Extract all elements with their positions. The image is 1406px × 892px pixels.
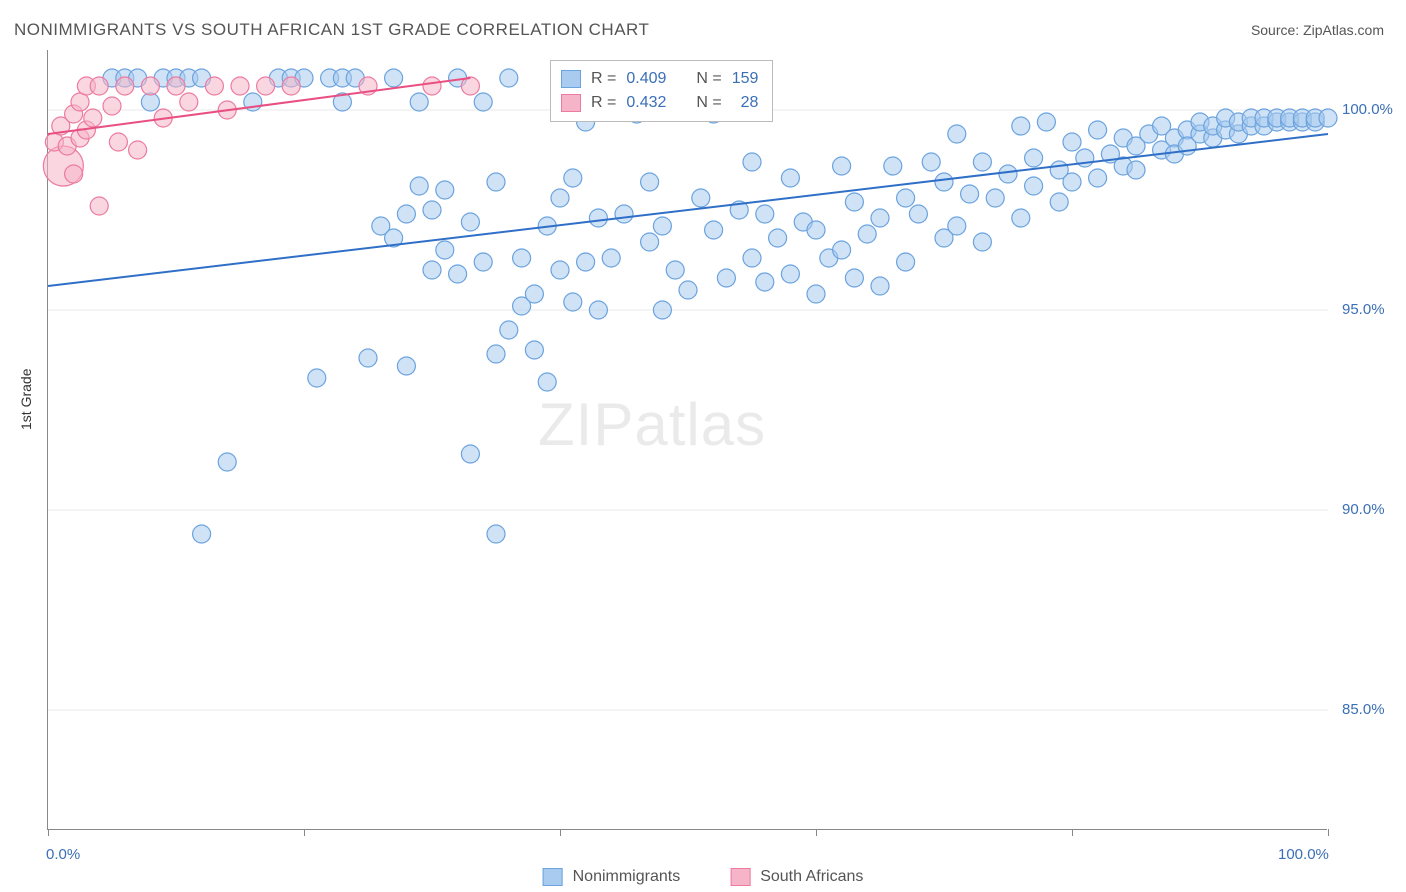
chart-title: NONIMMIGRANTS VS SOUTH AFRICAN 1ST GRADE… — [14, 20, 649, 40]
x-tick-label: 100.0% — [1278, 846, 1329, 863]
source-label: Source: ZipAtlas.com — [1251, 22, 1384, 38]
x-tick — [48, 829, 49, 836]
plot-svg — [48, 50, 1327, 829]
x-tick — [1072, 829, 1073, 836]
bottom-legend-swatch-1 — [730, 868, 750, 886]
bottom-legend-item-1: South Africans — [730, 868, 863, 886]
x-tick — [560, 829, 561, 836]
bottom-legend-item-0: Nonimmigrants — [543, 868, 681, 886]
legend-r-val-0: 0.409 — [626, 67, 666, 91]
y-tick-label: 95.0% — [1342, 301, 1406, 318]
y-tick-label: 100.0% — [1342, 101, 1406, 118]
x-tick — [816, 829, 817, 836]
chart-container: NONIMMIGRANTS VS SOUTH AFRICAN 1ST GRADE… — [0, 0, 1406, 892]
x-tick — [1328, 829, 1329, 836]
legend-n-val-0: 159 — [732, 67, 759, 91]
bottom-legend: Nonimmigrants South Africans — [543, 868, 864, 886]
legend-r-label-0: R = — [591, 67, 616, 91]
legend-n-val-1: 28 — [732, 91, 759, 115]
bottom-legend-swatch-0 — [543, 868, 563, 886]
x-tick-label: 0.0% — [46, 846, 80, 863]
bottom-legend-label-0: Nonimmigrants — [573, 868, 681, 886]
plot-area: ZIPatlas R = 0.409 N = 159 R = 0.432 N =… — [47, 50, 1327, 830]
x-tick — [304, 829, 305, 836]
legend-n-label-0: N = — [696, 67, 721, 91]
legend-row-0: R = 0.409 N = 159 — [561, 67, 758, 91]
y-axis-title: 1st Grade — [18, 369, 34, 430]
legend-r-val-1: 0.432 — [626, 91, 666, 115]
correlation-legend: R = 0.409 N = 159 R = 0.432 N = 28 — [550, 60, 773, 122]
legend-r-label-1: R = — [591, 91, 616, 115]
legend-swatch-0 — [561, 70, 581, 88]
bottom-legend-label-1: South Africans — [760, 868, 863, 886]
legend-swatch-1 — [561, 94, 581, 112]
legend-n-label-1: N = — [696, 91, 721, 115]
legend-row-1: R = 0.432 N = 28 — [561, 91, 758, 115]
y-tick-label: 90.0% — [1342, 501, 1406, 518]
y-tick-label: 85.0% — [1342, 701, 1406, 718]
